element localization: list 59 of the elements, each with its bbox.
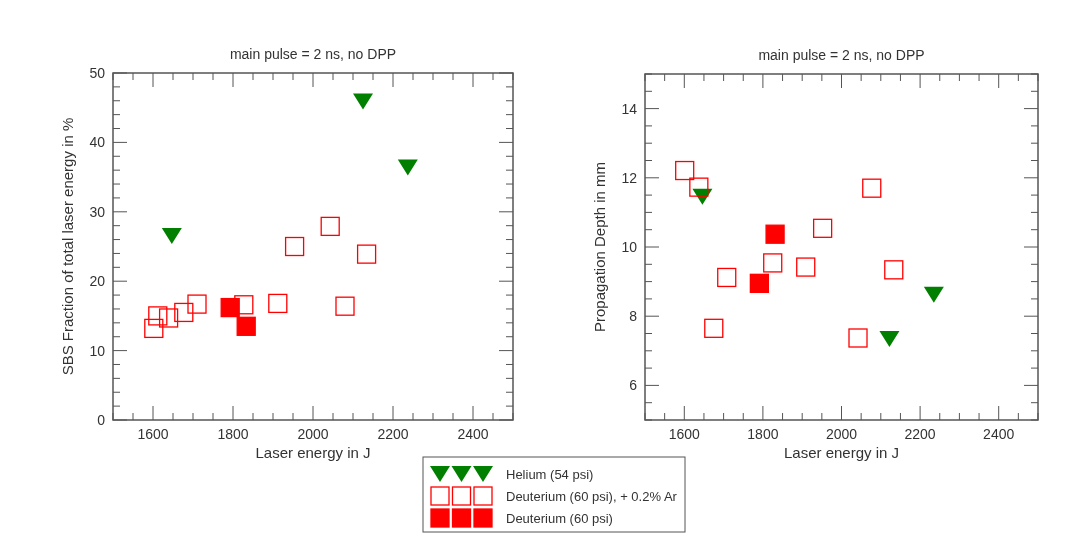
point — [148, 306, 168, 326]
legend-label: Deuterium (60 psi), + 0.2% Ar — [506, 489, 678, 504]
y-tick-label: 6 — [629, 377, 638, 394]
y-tick-label: 40 — [89, 134, 106, 151]
point — [320, 216, 340, 237]
point — [174, 302, 194, 323]
x-axis-title: Laser energy in J — [783, 444, 900, 461]
point — [749, 273, 770, 293]
x-tick-label: 2000 — [297, 426, 329, 442]
chart-title: main pulse = 2 ns, no DPP — [758, 47, 925, 63]
x-tick-label: 1800 — [217, 426, 249, 442]
point — [284, 236, 305, 257]
point — [763, 253, 783, 273]
point — [158, 308, 179, 328]
point — [675, 160, 695, 181]
x-tick-label: 2200 — [904, 426, 936, 442]
point — [923, 286, 944, 303]
x-axis-title: Laser energy in J — [255, 444, 371, 461]
point — [689, 177, 709, 197]
point — [397, 159, 418, 176]
point — [879, 331, 900, 348]
y-axis-title: Propagation Depth in mm — [591, 161, 608, 333]
y-tick-label: 14 — [621, 100, 638, 117]
legend-label: Deuterium (60 psi) — [506, 511, 613, 526]
point — [268, 293, 288, 314]
x-tick-label: 2200 — [377, 426, 409, 442]
y-tick-label: 12 — [621, 169, 638, 186]
point — [236, 316, 256, 336]
point — [144, 318, 164, 339]
y-tick-label: 10 — [89, 342, 106, 359]
point — [356, 244, 377, 264]
point — [717, 267, 737, 288]
point — [335, 296, 355, 316]
point — [704, 318, 724, 338]
point — [765, 224, 785, 244]
y-tick-label: 10 — [621, 239, 638, 255]
x-tick-label: 1800 — [747, 426, 779, 442]
x-tick-label: 2400 — [457, 426, 489, 442]
point — [187, 294, 207, 314]
legend-label: Helium (54 psi) — [506, 467, 594, 482]
x-tick-label: 1600 — [668, 426, 701, 442]
point — [812, 218, 833, 238]
point — [353, 93, 373, 110]
x-tick-label: 2400 — [983, 426, 1015, 442]
point — [796, 257, 816, 277]
point — [862, 178, 882, 198]
chart-title: main pulse = 2 ns, no DPP — [229, 46, 397, 62]
y-tick-label: 30 — [89, 203, 106, 220]
point — [220, 297, 240, 318]
y-axis-title: SBS Fraction of total laser energy in % — [59, 117, 76, 376]
y-tick-label: 20 — [89, 273, 106, 290]
y-tick-label: 0 — [97, 412, 106, 428]
y-tick-label: 50 — [89, 65, 106, 81]
point — [884, 260, 904, 280]
x-tick-label: 1600 — [137, 426, 169, 442]
y-tick-label: 8 — [629, 308, 638, 325]
point — [848, 328, 868, 348]
x-tick-label: 2000 — [825, 426, 858, 442]
point — [161, 228, 182, 245]
